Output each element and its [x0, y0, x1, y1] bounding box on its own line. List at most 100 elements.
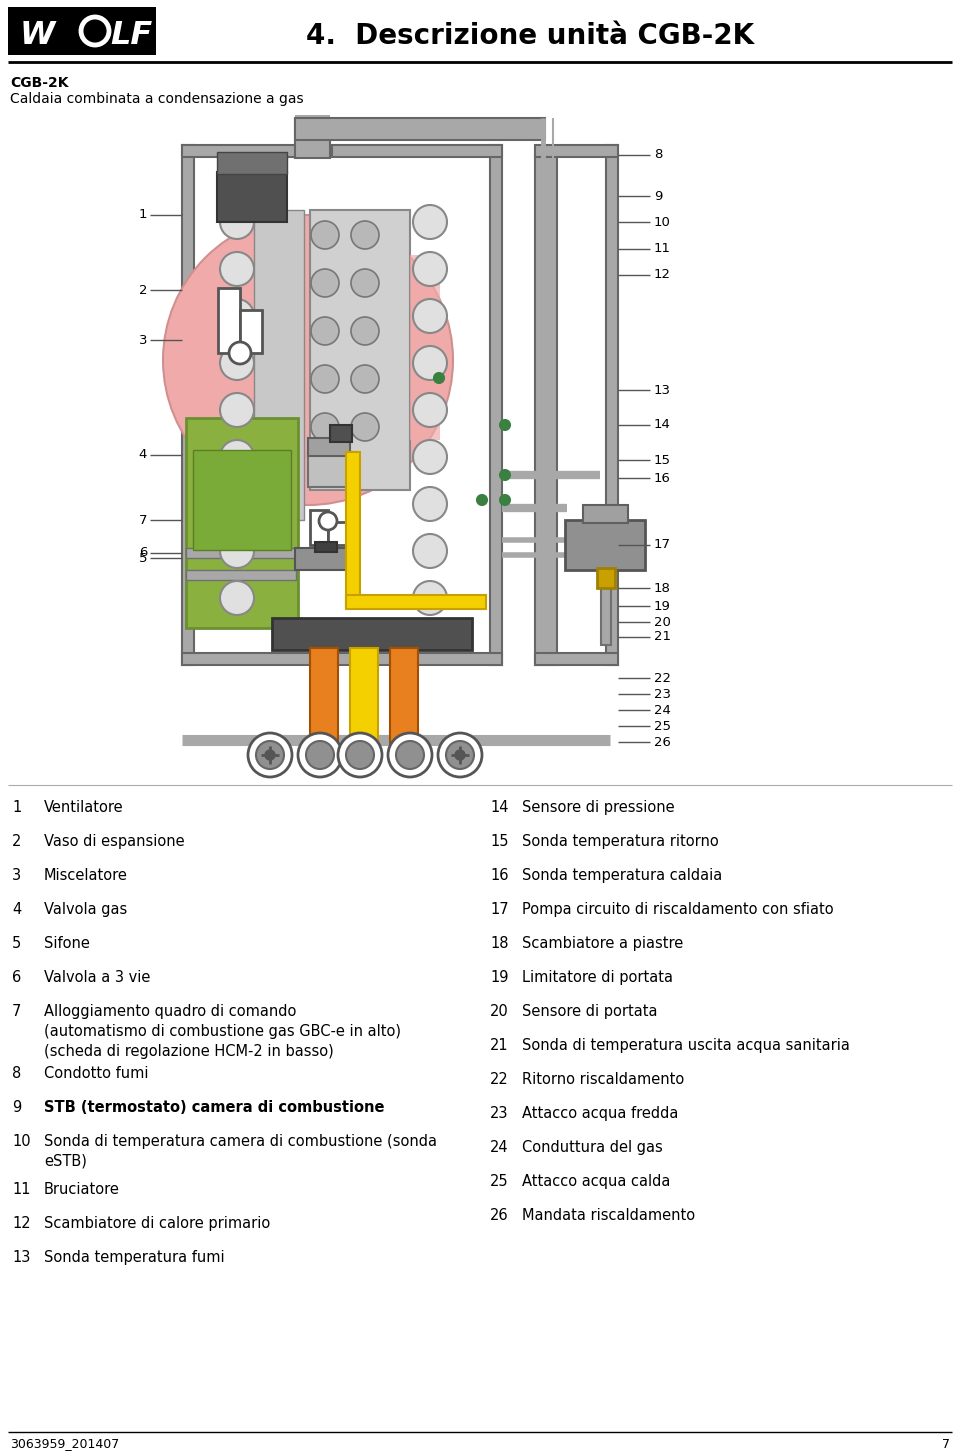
Bar [310, 211, 410, 490]
Bar [310, 510, 328, 545]
Text: 19: 19 [490, 971, 509, 985]
Text: 10: 10 [12, 1133, 31, 1149]
Text: 12: 12 [654, 269, 671, 282]
Text: Alloggiamento quadro di comando
(automatismo di combustione gas GBC-e in alto)
(: Alloggiamento quadro di comando (automat… [44, 1004, 401, 1059]
Bar [182, 145, 302, 157]
Bar [332, 145, 502, 157]
Text: 6: 6 [138, 546, 147, 559]
Bar [182, 652, 502, 665]
Bar [490, 145, 502, 665]
Text: 7: 7 [942, 1437, 950, 1450]
Circle shape [81, 17, 109, 45]
Circle shape [413, 205, 447, 238]
Text: 25: 25 [490, 1174, 509, 1189]
Circle shape [311, 269, 339, 296]
Text: 18: 18 [490, 936, 509, 952]
Circle shape [220, 487, 254, 522]
Text: Valvola a 3 vie: Valvola a 3 vie [44, 971, 151, 985]
Text: Sonda di temperatura camera di combustione (sonda
eSTB): Sonda di temperatura camera di combustio… [44, 1133, 437, 1168]
Bar [330, 424, 352, 442]
Text: 6: 6 [12, 971, 21, 985]
Bar [218, 288, 240, 353]
Circle shape [351, 269, 379, 296]
Circle shape [229, 341, 251, 365]
Circle shape [477, 495, 487, 506]
Circle shape [220, 299, 254, 333]
Text: Scambiatore a piastre: Scambiatore a piastre [522, 936, 684, 952]
Text: Ritorno riscaldamento: Ritorno riscaldamento [522, 1072, 684, 1087]
Bar [295, 118, 330, 158]
Circle shape [413, 392, 447, 427]
Circle shape [220, 251, 254, 286]
Text: 25: 25 [654, 719, 671, 732]
Text: 17: 17 [654, 539, 671, 552]
Text: 1: 1 [12, 801, 21, 815]
Text: 7: 7 [138, 513, 147, 526]
Bar [308, 452, 350, 487]
Text: 4: 4 [138, 449, 147, 462]
Circle shape [346, 741, 374, 769]
Text: 26: 26 [654, 735, 671, 748]
Text: Sonda temperatura caldaia: Sonda temperatura caldaia [522, 867, 722, 883]
Text: Limitatore di portata: Limitatore di portata [522, 971, 673, 985]
Text: 4: 4 [12, 902, 21, 917]
Circle shape [413, 487, 447, 522]
Text: W: W [20, 20, 56, 51]
Text: Mandata riscaldamento: Mandata riscaldamento [522, 1207, 695, 1223]
Circle shape [413, 581, 447, 615]
Bar [410, 254, 440, 440]
Circle shape [248, 732, 292, 777]
Text: Miscelatore: Miscelatore [44, 867, 128, 883]
Bar [217, 171, 287, 222]
Circle shape [311, 413, 339, 442]
Text: 15: 15 [654, 453, 671, 466]
Text: 20: 20 [654, 616, 671, 629]
Circle shape [351, 365, 379, 392]
Text: 5: 5 [138, 552, 147, 565]
Text: 11: 11 [12, 1181, 31, 1197]
Bar [535, 155, 557, 665]
Circle shape [220, 535, 254, 568]
Bar [295, 115, 330, 129]
Circle shape [396, 741, 424, 769]
Text: 14: 14 [654, 418, 671, 432]
Text: 23: 23 [654, 687, 671, 700]
Bar [601, 586, 611, 645]
Text: 18: 18 [654, 581, 671, 594]
Circle shape [438, 732, 482, 777]
Circle shape [351, 413, 379, 442]
Bar [583, 506, 628, 523]
Text: Pompa circuito di riscaldamento con sfiato: Pompa circuito di riscaldamento con sfia… [522, 902, 833, 917]
Bar [240, 309, 262, 353]
Text: 24: 24 [490, 1141, 509, 1155]
Text: 4.  Descrizione unità CGB-2K: 4. Descrizione unità CGB-2K [306, 22, 754, 49]
Text: 21: 21 [490, 1037, 509, 1053]
Text: 1: 1 [138, 208, 147, 221]
Text: 23: 23 [490, 1106, 509, 1122]
Text: Sonda temperatura ritorno: Sonda temperatura ritorno [522, 834, 719, 849]
Text: 3: 3 [138, 334, 147, 346]
Circle shape [220, 205, 254, 238]
Circle shape [220, 392, 254, 427]
Circle shape [306, 741, 334, 769]
Circle shape [500, 469, 510, 479]
Text: CGB-2K: CGB-2K [10, 76, 68, 90]
Circle shape [434, 373, 444, 384]
Bar [217, 153, 287, 174]
Bar [350, 648, 378, 742]
Bar [295, 118, 545, 139]
Text: 17: 17 [490, 902, 509, 917]
Text: 8: 8 [654, 148, 662, 161]
Text: Sonda temperatura fumi: Sonda temperatura fumi [44, 1250, 225, 1266]
Text: 16: 16 [654, 472, 671, 484]
Text: 19: 19 [654, 600, 671, 613]
Bar [193, 450, 291, 551]
Text: 22: 22 [490, 1072, 509, 1087]
Text: 10: 10 [654, 215, 671, 228]
Text: Vaso di espansione: Vaso di espansione [44, 834, 184, 849]
Bar [186, 418, 298, 628]
Bar [346, 594, 486, 609]
Text: Caldaia combinata a condensazione a gas: Caldaia combinata a condensazione a gas [10, 92, 303, 106]
Text: Bruciatore: Bruciatore [44, 1181, 120, 1197]
Bar [315, 542, 337, 552]
